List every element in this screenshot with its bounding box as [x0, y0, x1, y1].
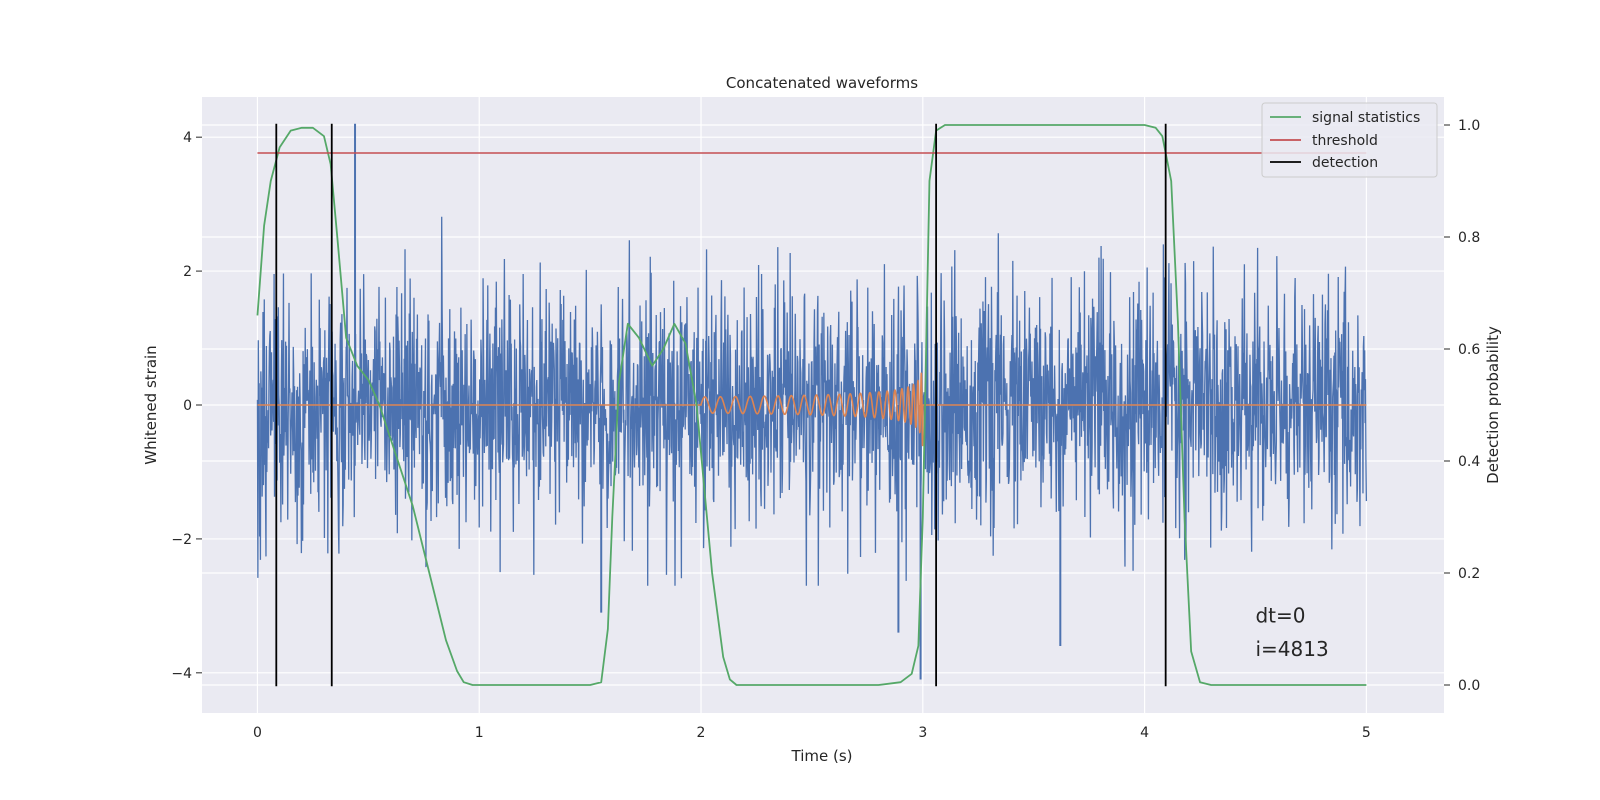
- x-tick-label: 5: [1362, 725, 1371, 741]
- y-tick-label: −4: [171, 666, 192, 682]
- y2-tick-label: 0.6: [1458, 342, 1480, 358]
- x-tick-label: 1: [475, 725, 484, 741]
- injection-series-line: [257, 372, 1367, 447]
- y2-axis-label: Detection probability: [1484, 326, 1502, 484]
- signal-statistics-line: [256, 124, 1367, 686]
- y2-tick-label: 0.4: [1458, 454, 1480, 470]
- legend-box: [1261, 102, 1438, 178]
- y2-tick-label: 0.2: [1458, 566, 1480, 582]
- y-tick-label: 2: [183, 264, 192, 280]
- annotation-i: i=4813: [1255, 637, 1328, 661]
- legend: signal statistics threshold detection: [1261, 102, 1438, 178]
- y2-tick-label: 0.8: [1458, 230, 1480, 246]
- x-axis-label: Time (s): [791, 747, 853, 765]
- x-tick-label: 4: [1140, 725, 1149, 741]
- legend-label-threshold: threshold: [1312, 133, 1378, 149]
- y2-tick-label: 0.0: [1458, 678, 1480, 694]
- axes: 0 1 2 3 4 5 4 2 0 −2 −4 1.0 0.8 0.6 0.4 0.2 0.0: [171, 118, 1480, 741]
- y2-tick-label: 1.0: [1458, 118, 1480, 134]
- legend-label-detection: detection: [1312, 155, 1378, 171]
- x-tick-label: 2: [697, 725, 706, 741]
- y-axis-label: Whitened strain: [142, 345, 160, 464]
- plot-area: [256, 123, 1368, 687]
- y-tick-label: −2: [171, 532, 192, 548]
- y-tick-label: 4: [183, 130, 192, 146]
- strain-series-line: [256, 216, 1368, 586]
- legend-label-signal-statistics: signal statistics: [1312, 110, 1420, 126]
- annotation-dt: dt=0: [1255, 604, 1305, 628]
- x-tick-label: 0: [253, 725, 262, 741]
- x-tick-label: 3: [918, 725, 927, 741]
- chart-title: Concatenated waveforms: [726, 74, 918, 92]
- y-tick-label: 0: [183, 398, 192, 414]
